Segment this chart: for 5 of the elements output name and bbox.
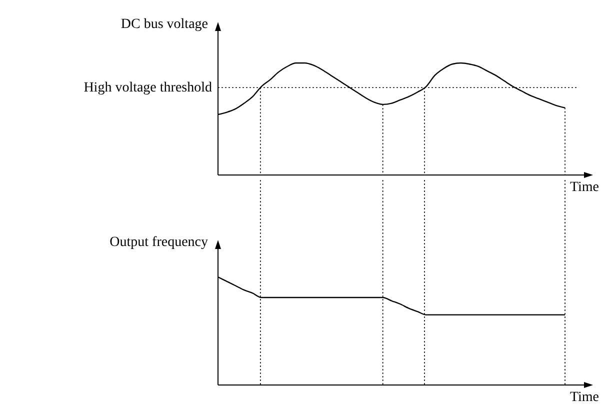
x-axis-title: Time — [570, 390, 599, 405]
ref-line-label: High voltage threshold — [84, 80, 212, 96]
x-axis-title: Time — [570, 180, 599, 195]
y-axis-title: DC bus voltage — [120, 17, 208, 32]
y-axis-title: Output frequency — [110, 235, 208, 250]
